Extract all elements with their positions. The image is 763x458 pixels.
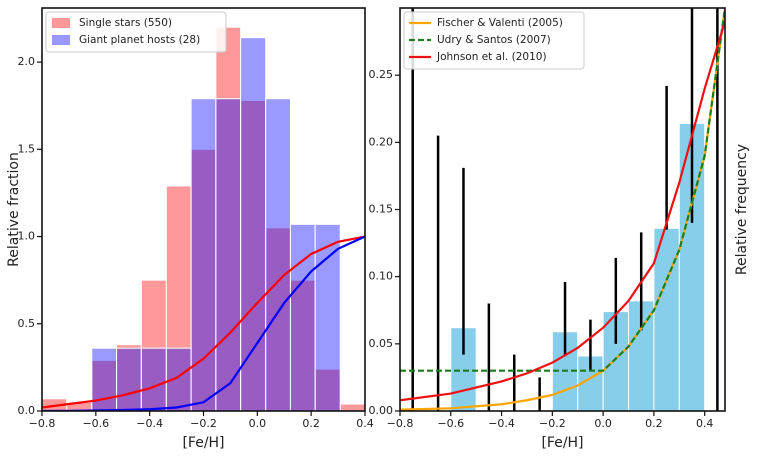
y-tick-label: 0.5: [18, 317, 36, 330]
curve: [42, 235, 365, 409]
y-tick-label: 0.0: [18, 404, 36, 417]
y-tick-label: 0.00: [369, 404, 394, 417]
bar: [339, 403, 365, 411]
legend-swatch: [52, 18, 70, 28]
x-tick-label: −0.4: [136, 417, 163, 430]
bar: [265, 227, 291, 411]
x-tick-label: 0.4: [356, 417, 374, 430]
x-tick-label: 0.4: [696, 417, 714, 430]
bar: [116, 344, 142, 411]
x-axis-label: [Fe/H]: [541, 435, 583, 451]
y-tick-label: 0.20: [369, 135, 394, 148]
x-tick-label: −0.2: [539, 417, 566, 430]
panel: [400, 8, 725, 411]
bar: [240, 99, 267, 411]
bar: [265, 98, 291, 411]
y-tick-label: 1.0: [18, 230, 36, 243]
y-tick-label: 0.10: [369, 270, 394, 283]
bar: [140, 347, 167, 411]
curve: [400, 8, 725, 372]
y-tick-label: 0.15: [369, 203, 394, 216]
legend-label: Udry & Santos (2007): [437, 34, 551, 46]
y-axis-label: Relative fraction: [6, 152, 22, 267]
curve: [400, 21, 725, 402]
y-axis-label: Relative frequency: [734, 144, 750, 275]
bar: [116, 347, 142, 411]
bar: [314, 368, 341, 411]
bar: [289, 223, 316, 411]
bar: [190, 148, 217, 411]
bar: [215, 98, 242, 411]
bar: [314, 223, 341, 411]
y-tick-label: 0.05: [369, 337, 394, 350]
x-tick-label: 0.0: [594, 417, 612, 430]
x-tick-label: −0.8: [29, 417, 56, 430]
bar: [91, 359, 118, 411]
x-tick-label: −0.6: [82, 417, 109, 430]
bar: [289, 279, 316, 411]
x-tick-label: 0.2: [302, 417, 320, 430]
bar: [653, 227, 680, 411]
x-tick-label: −0.4: [488, 417, 515, 430]
legend-box: [45, 11, 227, 53]
legend-label: Johnson et al. (2010): [436, 51, 547, 63]
x-tick-label: 0.0: [249, 417, 267, 430]
legend-label: Single stars (550): [79, 17, 172, 29]
panel: [42, 26, 365, 411]
x-tick-label: −0.6: [437, 417, 464, 430]
x-tick-label: 0.2: [645, 417, 663, 430]
x-tick-label: −0.8: [387, 417, 414, 430]
y-tick-label: 0.25: [369, 68, 394, 81]
legend-label: Fischer & Valenti (2005): [437, 17, 563, 29]
legend-label: Giant planet hosts (28): [79, 34, 200, 46]
x-tick-label: −0.2: [190, 417, 217, 430]
y-tick-label: 2.0: [18, 55, 36, 68]
bar: [165, 185, 192, 411]
y-tick-label: 1.5: [18, 142, 36, 155]
bar: [240, 37, 267, 411]
x-axis-label: [Fe/H]: [182, 435, 224, 451]
bar: [215, 26, 242, 411]
legend-box: [403, 11, 585, 70]
legend-swatch: [52, 35, 70, 45]
